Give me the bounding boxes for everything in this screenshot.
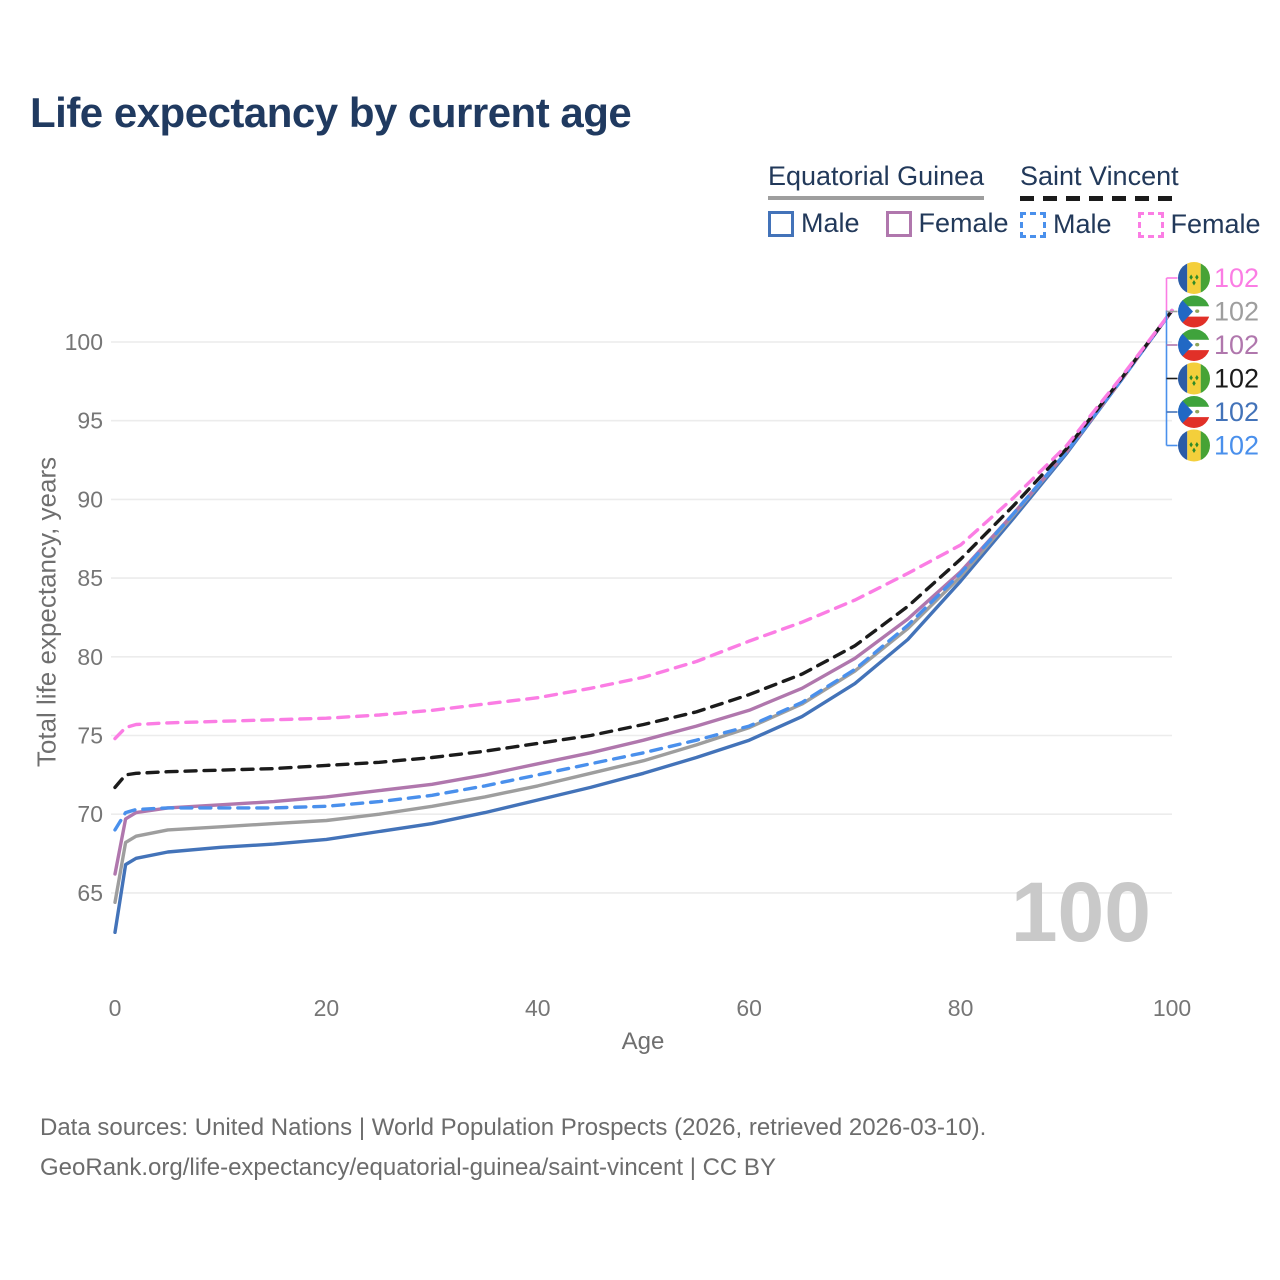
flag-icon-equatorial-guinea xyxy=(1178,295,1210,328)
series-line-sv-all xyxy=(113,308,1174,790)
data-sources-line: Data sources: United Nations | World Pop… xyxy=(40,1114,987,1141)
legend-swatch-eg-male xyxy=(768,210,794,237)
legend-item-label: Female xyxy=(1170,209,1261,239)
series-line-eg-female xyxy=(113,308,1174,876)
x-tick-label: 0 xyxy=(109,995,122,1021)
x-tick-label: 80 xyxy=(948,995,974,1021)
y-tick-label: 95 xyxy=(77,408,103,434)
y-tick-label: 80 xyxy=(77,644,103,670)
page-title: Life expectancy by current age xyxy=(30,89,632,136)
footer: Data sources: United Nations | World Pop… xyxy=(40,1108,986,1188)
legend-item-sv-female[interactable]: Female xyxy=(1137,209,1261,240)
series-line-eg-male xyxy=(113,308,1174,934)
end-value-label-sv-all: 102 xyxy=(1214,364,1259,394)
y-tick-label: 85 xyxy=(77,565,103,591)
legend-line-sample-dashed xyxy=(1020,196,1179,201)
y-tick-label: 100 xyxy=(65,329,103,355)
x-tick-label: 20 xyxy=(314,995,340,1021)
end-value-label-sv-male: 102 xyxy=(1214,431,1259,461)
end-value-label-sv-female: 102 xyxy=(1214,263,1259,293)
legend-swatch-sv-male xyxy=(1020,211,1046,238)
legend-group-header: Saint Vincent xyxy=(1020,161,1179,201)
flag-icon-equatorial-guinea xyxy=(1178,329,1210,361)
legend-item-sv-male[interactable]: Male xyxy=(1020,209,1112,240)
x-tick-label: 100 xyxy=(1153,995,1191,1021)
y-axis-title: Total life expectancy, years xyxy=(31,456,62,768)
legend-item-eg-female[interactable]: Female xyxy=(885,208,1009,239)
y-tick-label: 65 xyxy=(77,880,103,906)
x-tick-label: 60 xyxy=(736,995,762,1021)
series-line-sv-female xyxy=(113,308,1174,741)
flag-icon-saint-vincent xyxy=(1178,429,1210,462)
legend-group-equatorial-guinea: Equatorial Guinea Male Female xyxy=(768,161,1009,239)
end-value-label-eg-female: 102 xyxy=(1214,330,1259,360)
end-value-label-eg-male: 102 xyxy=(1214,397,1259,427)
legend-group-header: Equatorial Guinea xyxy=(768,161,985,200)
flag-icon-saint-vincent xyxy=(1178,262,1210,294)
x-axis-title: Age xyxy=(621,1028,665,1055)
legend-items: Male Female xyxy=(768,208,1009,239)
legend-group-label: Saint Vincent xyxy=(1020,161,1179,191)
legend-item-label: Male xyxy=(801,208,860,238)
flag-icon-saint-vincent xyxy=(1178,362,1210,395)
legend-swatch-eg-female xyxy=(885,210,912,237)
y-tick-label: 70 xyxy=(77,801,103,827)
end-value-label-eg-all: 102 xyxy=(1214,297,1259,327)
legend-item-label: Female xyxy=(918,208,1009,238)
y-tick-label: 75 xyxy=(77,723,103,749)
series-line-eg-all xyxy=(113,308,1174,904)
legend-line-sample-solid xyxy=(768,196,985,200)
legend-group-label: Equatorial Guinea xyxy=(768,161,985,191)
legend-swatch-sv-female xyxy=(1137,211,1164,238)
attribution-line: GeoRank.org/life-expectancy/equatorial-g… xyxy=(40,1154,776,1181)
legend-item-label: Male xyxy=(1053,209,1112,239)
series-line-sv-male xyxy=(113,308,1174,832)
legend-items: Male Female xyxy=(1020,209,1261,240)
x-tick-label: 40 xyxy=(525,995,551,1021)
y-tick-label: 90 xyxy=(77,486,103,512)
legend-item-eg-male[interactable]: Male xyxy=(768,208,860,239)
legend-group-saint-vincent: Saint Vincent Male Female xyxy=(1020,161,1261,240)
flag-icon-equatorial-guinea xyxy=(1178,396,1210,428)
age-counter-watermark: 100 xyxy=(1011,865,1151,959)
